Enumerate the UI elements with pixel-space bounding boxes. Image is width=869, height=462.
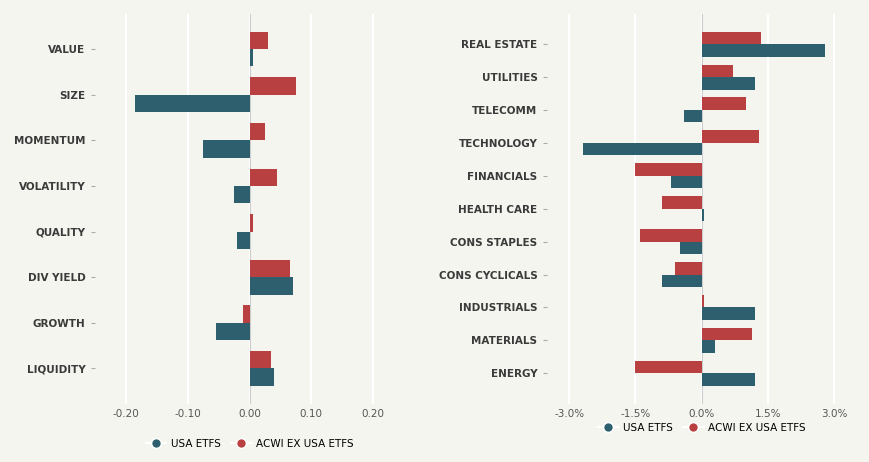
Bar [216,323,249,340]
Bar [249,31,268,49]
Legend: USA ETFS, ACWI EX USA ETFS: USA ETFS, ACWI EX USA ETFS [142,435,357,453]
Bar [249,77,295,95]
Bar [701,130,758,143]
Bar [701,31,760,44]
Bar [237,231,249,249]
Bar [249,277,293,294]
Bar [634,163,701,176]
Bar [674,262,701,274]
Bar [701,209,703,221]
Bar [701,328,752,340]
Bar [634,361,701,373]
Bar [701,44,825,57]
Bar [582,143,701,155]
Bar [135,95,249,112]
Bar [701,65,732,77]
Bar [683,110,701,122]
Bar [639,229,701,242]
Bar [701,97,745,110]
Bar [249,169,277,186]
Bar [701,340,714,353]
Bar [701,373,753,386]
Bar [249,369,274,386]
Bar [670,176,701,188]
Bar [661,274,701,287]
Bar [249,351,271,369]
Bar [701,295,703,307]
Bar [701,307,753,320]
Bar [679,242,701,254]
Bar [249,260,289,277]
Bar [701,77,753,90]
Bar [243,305,249,323]
Legend: USA ETFS, ACWI EX USA ETFS: USA ETFS, ACWI EX USA ETFS [593,419,809,437]
Bar [249,123,265,140]
Bar [661,196,701,209]
Bar [249,49,252,66]
Bar [249,214,252,231]
Bar [234,186,249,203]
Bar [203,140,249,158]
